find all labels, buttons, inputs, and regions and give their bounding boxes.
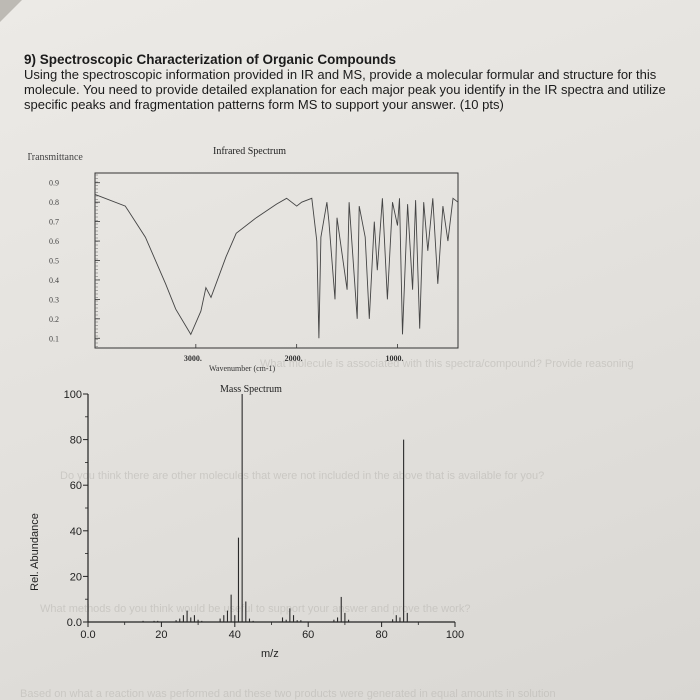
ir-plot-frame bbox=[94, 172, 459, 349]
ir-y-tick-label: 0.6 bbox=[49, 237, 59, 246]
ms-x-tick-label: 20 bbox=[155, 629, 167, 641]
bleed-through-line: What molecule is associated with this sp… bbox=[260, 358, 634, 370]
mass-spectrum-chart: Mass Spectrum m/z Rel. Abundance 0.0 20 40… bbox=[29, 384, 464, 660]
ir-y-tick-label: 0.2 bbox=[49, 315, 59, 324]
ir-spectrum-panel: Transmittance Infrared Spectrum Wavenumb… bbox=[26, 140, 468, 385]
question-line: molecule. You need to provide detailed e… bbox=[24, 82, 666, 97]
bleed-through-line: Based on what a reaction was performed a… bbox=[20, 688, 556, 700]
ms-x-axis-label: m/z bbox=[261, 648, 279, 660]
ir-x-tick-label: 1000. bbox=[386, 354, 404, 363]
ir-y-axis-label: Transmittance bbox=[28, 152, 83, 163]
ms-y-tick-label: 20 bbox=[70, 571, 82, 583]
ms-chart-title: Mass Spectrum bbox=[220, 384, 282, 395]
mass-spectrum-panel: Mass Spectrum m/z Rel. Abundance 0.0 20 40… bbox=[20, 382, 475, 667]
ms-x-tick-label: 100 bbox=[446, 629, 464, 641]
ms-x-tick-label: 40 bbox=[229, 629, 241, 641]
ir-x-tick-label: 2000. bbox=[285, 354, 303, 363]
question-title: 9) Spectroscopic Characterization of Org… bbox=[24, 52, 397, 67]
ms-x-tick-label: 80 bbox=[375, 629, 387, 641]
ir-y-tick-label: 0.9 bbox=[49, 179, 59, 188]
ir-y-tick-label: 0.5 bbox=[49, 257, 59, 266]
ir-spectrum-trace bbox=[94, 193, 459, 339]
ir-x-tick-label: 3000. bbox=[184, 354, 202, 363]
ir-chart-title: Infrared Spectrum bbox=[213, 146, 286, 157]
ms-y-tick-label: 0.0 bbox=[67, 617, 82, 629]
ir-y-tick-label: 0.3 bbox=[49, 295, 59, 304]
question-line: Using the spectroscopic information prov… bbox=[24, 67, 657, 82]
ms-y-tick-label: 100 bbox=[64, 389, 82, 401]
ms-y-tick-label: 60 bbox=[70, 480, 82, 492]
ir-y-tick-label: 0.7 bbox=[49, 218, 59, 227]
ir-spectrum-chart: Transmittance Infrared Spectrum Wavenumb… bbox=[26, 146, 459, 373]
question-line: specific peaks and fragmentation pattern… bbox=[24, 97, 504, 112]
ms-x-tick-label: 0.0 bbox=[80, 629, 95, 641]
ir-y-tick-label: 0.4 bbox=[49, 276, 59, 285]
ms-x-tick-label: 60 bbox=[302, 629, 314, 641]
bleed-through-line: Do you think there are other molecules t… bbox=[60, 470, 545, 482]
ms-y-axis-label: Rel. Abundance bbox=[29, 513, 41, 591]
ir-y-tick-label: 0.1 bbox=[49, 334, 59, 343]
ir-y-tick-label: 0.8 bbox=[49, 198, 59, 207]
ms-y-tick-label: 40 bbox=[70, 526, 82, 538]
question-block: 9) Spectroscopic Characterization of Org… bbox=[24, 52, 689, 112]
bleed-through-line: What methods do you think would be usefu… bbox=[40, 603, 471, 615]
photo-corner-shadow bbox=[0, 0, 22, 22]
ms-y-tick-label: 80 bbox=[70, 435, 82, 447]
ir-x-axis-label: Wavenumber (cm-1) bbox=[209, 364, 276, 373]
